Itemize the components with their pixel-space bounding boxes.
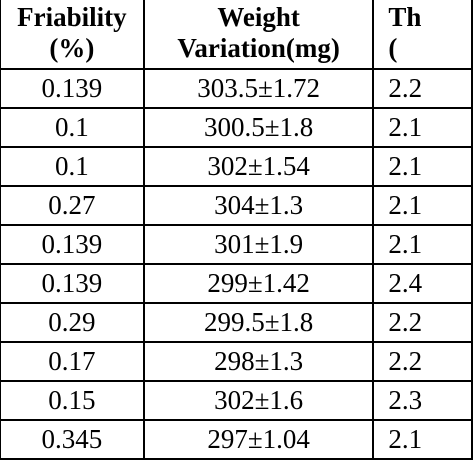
cell-friability: 0.15 bbox=[0, 380, 145, 421]
cell-weight-variation: 302±1.6 bbox=[142, 380, 375, 421]
cell-weight-variation: 304±1.3 bbox=[142, 185, 375, 226]
cell-third-column: 2.2 bbox=[372, 68, 473, 109]
cell-third-column: 2.2 bbox=[372, 341, 473, 382]
cell-weight-variation: 301±1.9 bbox=[142, 224, 375, 265]
cell-third-column: 2.1 bbox=[372, 224, 473, 265]
cell-third-column: 2.4 bbox=[372, 263, 473, 304]
cell-weight-variation: 298±1.3 bbox=[142, 341, 375, 382]
cell-third-column: 2.1 bbox=[372, 146, 473, 187]
header-third-line2: ( bbox=[388, 33, 398, 63]
cell-weight-variation: 302±1.54 bbox=[142, 146, 375, 187]
table-row: 0.15 302±1.6 2.3 bbox=[0, 380, 473, 421]
header-weight-variation: Weight Variation(mg) bbox=[142, 0, 375, 70]
cell-third-column: 2.1 bbox=[372, 185, 473, 226]
cell-weight-variation: 299±1.42 bbox=[142, 263, 375, 304]
header-weight-line1: Weight bbox=[217, 2, 300, 32]
header-friability: Friability (%) bbox=[0, 0, 145, 70]
cell-weight-variation: 300.5±1.8 bbox=[142, 107, 375, 148]
header-third-column: Th ( bbox=[372, 0, 473, 70]
table-row: 0.139 303.5±1.72 2.2 bbox=[0, 68, 473, 109]
cell-weight-variation: 303.5±1.72 bbox=[142, 68, 375, 109]
cell-friability: 0.139 bbox=[0, 68, 145, 109]
cell-friability: 0.17 bbox=[0, 341, 145, 382]
cell-friability: 0.1 bbox=[0, 146, 145, 187]
table-row: 0.27 304±1.3 2.1 bbox=[0, 185, 473, 226]
cell-friability: 0.139 bbox=[0, 263, 145, 304]
table-row: 0.17 298±1.3 2.2 bbox=[0, 341, 473, 382]
cell-friability: 0.27 bbox=[0, 185, 145, 226]
table-row: 0.139 301±1.9 2.1 bbox=[0, 224, 473, 265]
data-table: Friability (%) Weight Variation(mg) Th (… bbox=[0, 0, 473, 460]
cell-third-column: 2.1 bbox=[372, 107, 473, 148]
cell-third-column: 2.3 bbox=[372, 380, 473, 421]
header-third-line1: Th bbox=[388, 2, 422, 32]
table-row: 0.139 299±1.42 2.4 bbox=[0, 263, 473, 304]
table-row: 0.1 302±1.54 2.1 bbox=[0, 146, 473, 187]
header-row: Friability (%) Weight Variation(mg) Th ( bbox=[0, 0, 473, 70]
cell-friability: 0.29 bbox=[0, 302, 145, 343]
cell-weight-variation: 297±1.04 bbox=[142, 419, 375, 460]
table-row: 0.345 297±1.04 2.1 bbox=[0, 419, 473, 460]
header-friability-line1: Friability bbox=[17, 2, 127, 32]
cell-friability: 0.139 bbox=[0, 224, 145, 265]
header-friability-line2: (%) bbox=[49, 33, 95, 63]
cell-friability: 0.1 bbox=[0, 107, 145, 148]
cell-third-column: 2.1 bbox=[372, 419, 473, 460]
cell-third-column: 2.2 bbox=[372, 302, 473, 343]
table-row: 0.29 299.5±1.8 2.2 bbox=[0, 302, 473, 343]
cell-weight-variation: 299.5±1.8 bbox=[142, 302, 375, 343]
table-row: 0.1 300.5±1.8 2.1 bbox=[0, 107, 473, 148]
header-weight-line2: Variation(mg) bbox=[177, 33, 340, 63]
cell-friability: 0.345 bbox=[0, 419, 145, 460]
